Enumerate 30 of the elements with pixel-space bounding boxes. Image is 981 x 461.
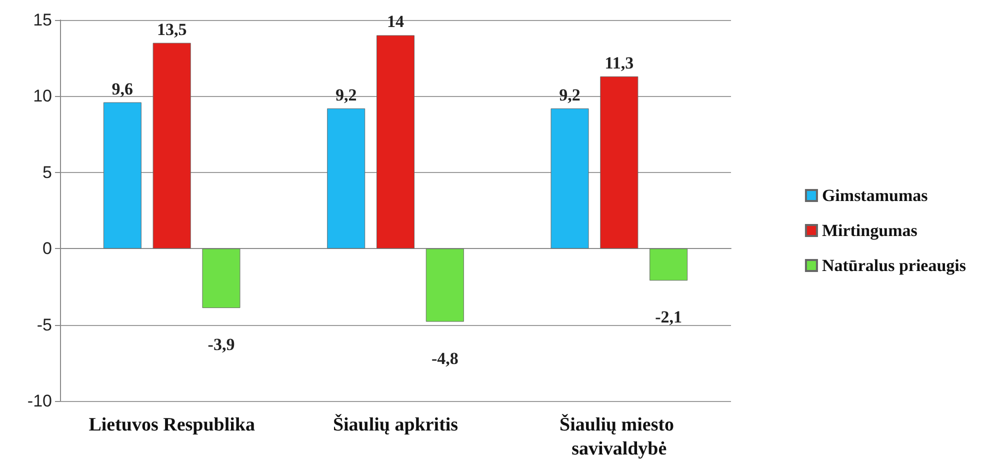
- x-tick-label: Šiaulių miesto savivaldybė: [560, 414, 679, 460]
- data-label: 11,3: [604, 53, 634, 72]
- data-label: 13,5: [156, 20, 187, 39]
- data-label: -4,8: [431, 348, 458, 368]
- legend-label: Natūralus prieaugis: [822, 256, 966, 275]
- x-tick-label: Lietuvos Respublika: [88, 414, 256, 436]
- y-tick-label: -5: [36, 315, 52, 334]
- y-tick-label: 5: [42, 162, 52, 182]
- bar: [327, 108, 366, 249]
- bar: [376, 35, 414, 249]
- bar: [650, 248, 688, 281]
- bar: [600, 76, 638, 249]
- data-label: -2,1: [655, 308, 682, 327]
- data-label: 9,2: [335, 85, 357, 104]
- data-label: -3,9: [208, 335, 235, 354]
- bar: [202, 248, 240, 308]
- bar: [103, 102, 142, 249]
- y-tick-label: -10: [27, 392, 52, 410]
- data-label: 9,6: [112, 79, 134, 98]
- data-label: 9,2: [559, 85, 580, 104]
- y-tick-label: 0: [42, 239, 52, 258]
- bar: [550, 108, 589, 249]
- bar: [426, 248, 464, 322]
- legend-label: Mirtingumas: [822, 221, 918, 240]
- x-tick-label: Šiaulių apkritis: [332, 414, 458, 436]
- legend-label: Gimstamumas: [822, 186, 928, 205]
- bar: [152, 42, 191, 249]
- y-tick-label: 15: [33, 10, 52, 30]
- data-label: 14: [387, 12, 404, 32]
- y-tick-label: 10: [33, 86, 52, 106]
